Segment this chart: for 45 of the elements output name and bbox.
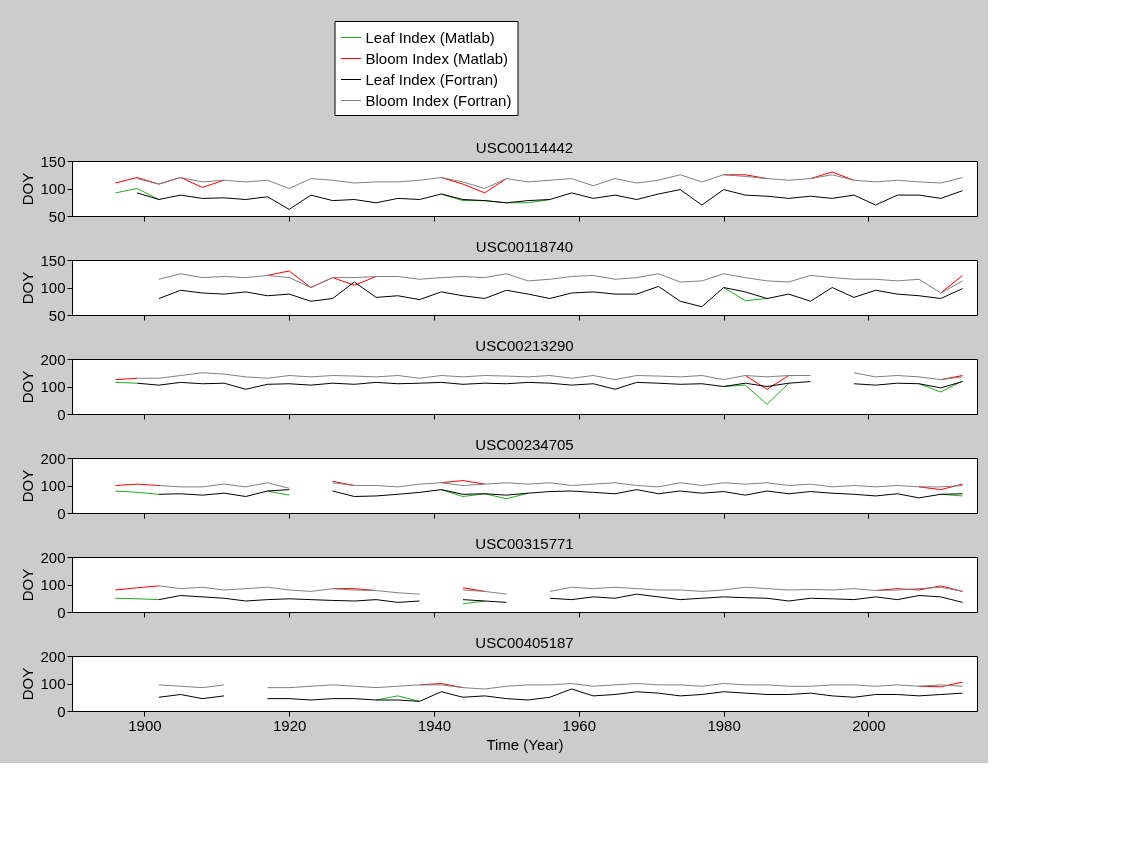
y-tick-label: 0 — [57, 405, 66, 423]
y-tick-label: 100 — [40, 378, 66, 395]
legend-label: Leaf Index (Matlab) — [365, 28, 495, 46]
y-tick-label: 0 — [57, 603, 66, 621]
legend-label: Leaf Index (Fortran) — [365, 70, 499, 88]
line-series — [158, 281, 964, 308]
x-tick-label: 1980 — [707, 716, 741, 734]
y-tick-label: 50 — [48, 207, 66, 225]
y-tick-label: 100 — [40, 576, 66, 593]
y-axis-title: DOY — [19, 667, 37, 701]
chart-title: USC00114442 — [475, 139, 574, 156]
x-tick-label: 2000 — [852, 716, 886, 734]
y-tick-label: 0 — [57, 504, 66, 522]
y-tick-label: 200 — [40, 350, 66, 368]
chart-title: USC00315771 — [475, 535, 574, 552]
y-tick-label: 100 — [40, 477, 66, 494]
y-axis-title: DOY — [19, 370, 37, 404]
y-tick-label: 50 — [48, 306, 66, 324]
chart-title: USC00118740 — [475, 238, 574, 255]
line-series — [158, 273, 964, 294]
y-tick-label: 150 — [40, 251, 66, 269]
y-tick-label: 100 — [40, 675, 66, 692]
chart-title: USC00213290 — [475, 337, 574, 354]
x-axis-title: Time (Year) — [486, 735, 564, 753]
y-axis-title: DOY — [19, 172, 37, 206]
chart-title: USC00234705 — [475, 436, 574, 453]
y-tick-label: 200 — [40, 647, 66, 665]
x-tick-label: 1940 — [417, 716, 452, 734]
y-tick-label: 0 — [57, 702, 66, 720]
y-axis-title: DOY — [19, 271, 37, 305]
y-tick-label: 100 — [40, 279, 66, 296]
y-tick-label: 150 — [40, 152, 66, 170]
line-series — [136, 189, 964, 210]
chart-title: USC00405187 — [475, 634, 574, 651]
y-tick-label: 200 — [40, 548, 66, 566]
legend-label: Bloom Index (Fortran) — [365, 91, 512, 109]
x-tick-label: 1920 — [273, 716, 307, 734]
x-tick-label: 1900 — [128, 716, 162, 734]
y-axis-title: DOY — [19, 568, 37, 602]
legend-label: Bloom Index (Matlab) — [365, 49, 509, 67]
x-tick-label: 1960 — [562, 716, 596, 734]
line-series — [136, 174, 964, 189]
y-tick-label: 100 — [40, 180, 66, 197]
y-axis-title: DOY — [19, 469, 37, 503]
y-tick-label: 200 — [40, 449, 66, 467]
